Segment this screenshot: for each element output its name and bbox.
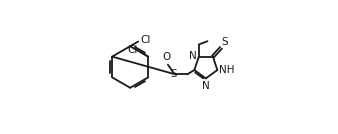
Text: N: N [189,51,197,61]
Text: S: S [222,37,228,47]
Text: Cl: Cl [128,45,138,55]
Text: O: O [162,52,170,62]
Text: NH: NH [219,65,235,75]
Text: N: N [202,81,210,91]
Text: Cl: Cl [141,35,151,44]
Text: S: S [170,69,177,79]
